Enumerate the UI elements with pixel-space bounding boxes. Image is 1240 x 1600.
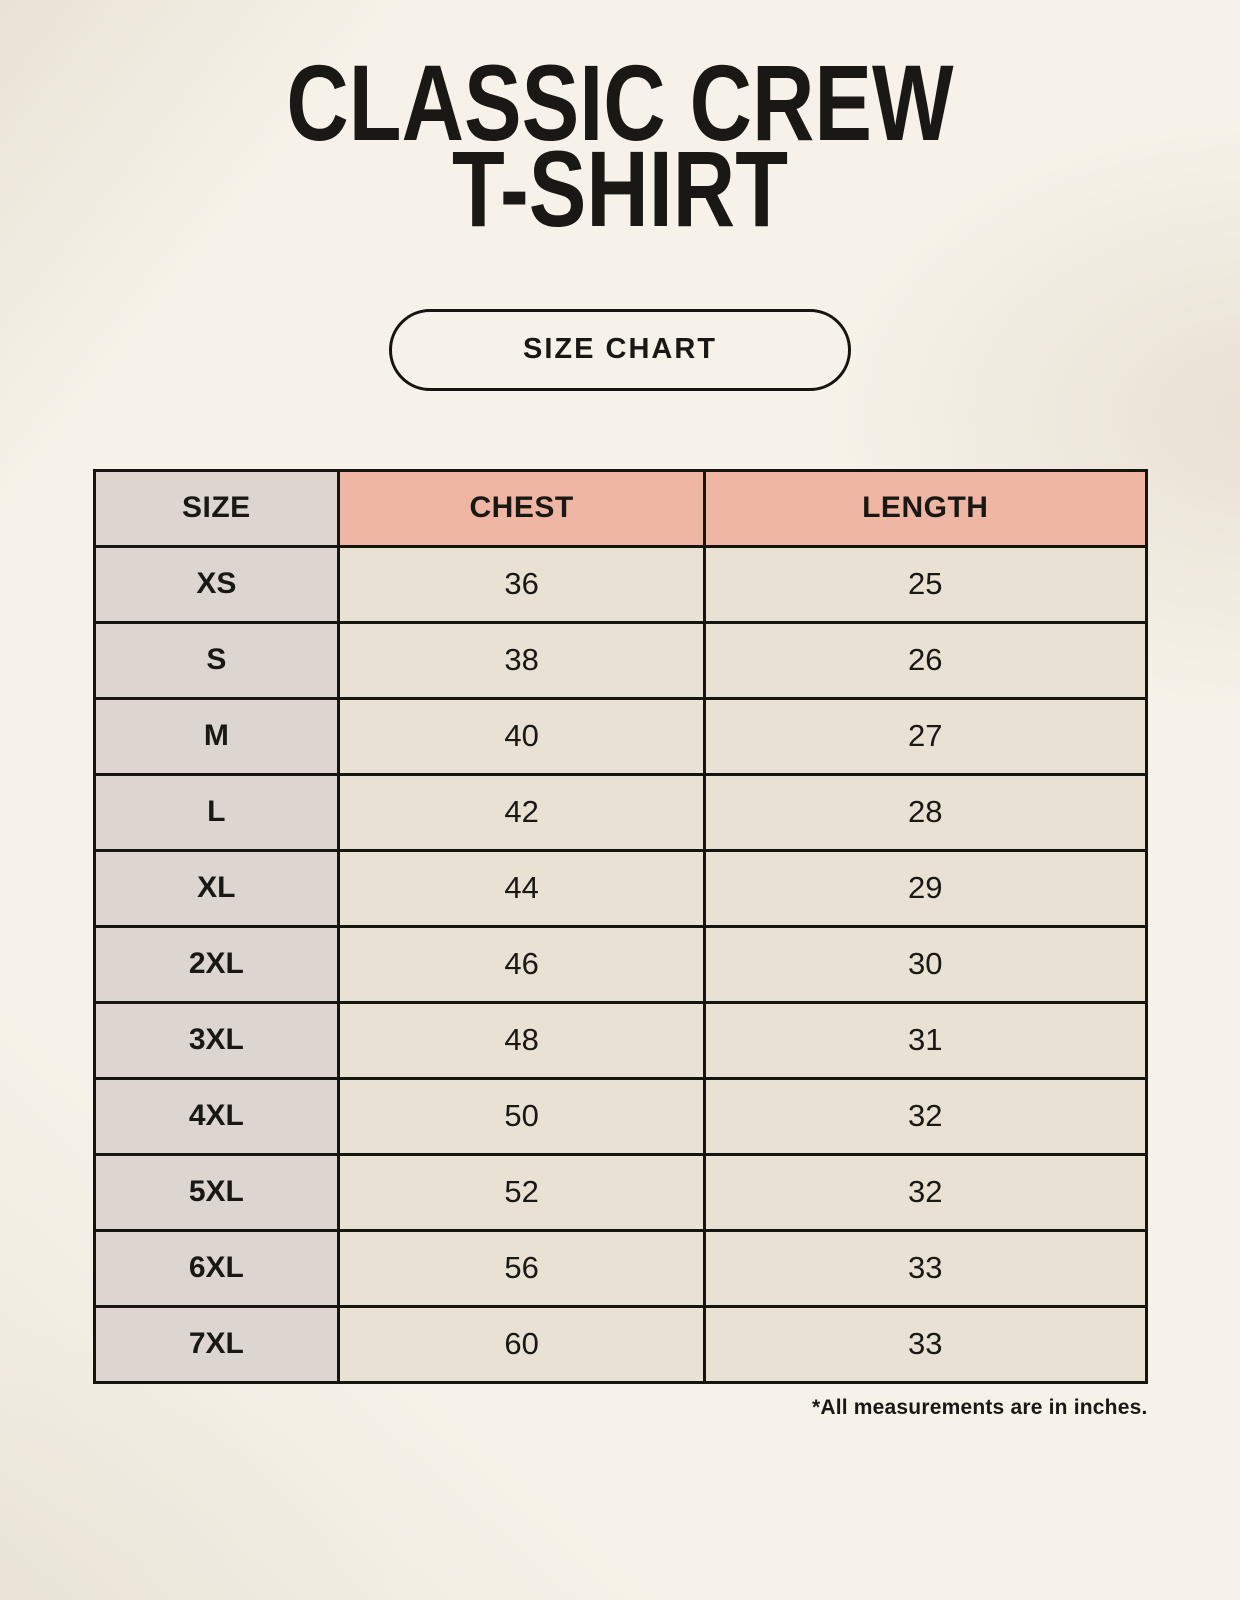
size-cell: 5XL [92, 1152, 341, 1232]
size-cell: 3XL [92, 1000, 341, 1080]
chest-cell: 50 [337, 1076, 707, 1156]
size-chart-badge-label: SIZE CHART [523, 333, 717, 366]
size-cell: XS [92, 544, 341, 624]
size-cell: 7XL [92, 1304, 341, 1384]
length-cell: 25 [703, 544, 1148, 624]
chest-cell: 52 [337, 1152, 707, 1232]
chest-cell: 38 [337, 620, 707, 700]
length-cell: 31 [703, 1000, 1148, 1080]
size-table-header: SIZE CHEST LENGTH [92, 468, 1148, 548]
size-table: SIZE CHEST LENGTH XS 36 25 S 38 26 M 40 27 L 42 28 XL 4… [92, 468, 1148, 1384]
length-cell: 28 [703, 772, 1148, 852]
table-row: 4XL 50 32 [92, 1076, 1148, 1156]
table-row: XL 44 29 [92, 848, 1148, 928]
size-cell: L [92, 772, 341, 852]
length-cell: 26 [703, 620, 1148, 700]
measurement-footnote: *All measurements are in inches. [811, 1395, 1148, 1419]
size-cell: 4XL [92, 1076, 341, 1156]
length-cell: 27 [703, 696, 1148, 776]
table-row: M 40 27 [92, 696, 1148, 776]
size-cell: 6XL [92, 1228, 341, 1308]
size-cell: XL [92, 848, 341, 928]
column-header-size: SIZE [92, 468, 341, 548]
chest-cell: 36 [337, 544, 707, 624]
page-title-line1: CLASSIC CREW [286, 42, 954, 163]
size-table-body: XS 36 25 S 38 26 M 40 27 L 42 28 XL 44 29 2XL 46 30 3XL 48 3… [92, 544, 1148, 1384]
chest-cell: 46 [337, 924, 707, 1004]
length-cell: 32 [703, 1152, 1148, 1232]
length-cell: 29 [703, 848, 1148, 928]
chest-cell: 40 [337, 696, 707, 776]
size-chart-badge: SIZE CHART [389, 308, 851, 391]
table-row: XS 36 25 [92, 544, 1148, 624]
chest-cell: 42 [337, 772, 707, 852]
table-row: 7XL 60 33 [92, 1304, 1148, 1384]
header-row: SIZE CHEST LENGTH [92, 468, 1148, 548]
column-header-length: LENGTH [703, 468, 1148, 548]
length-cell: 33 [703, 1304, 1148, 1384]
chest-cell: 60 [337, 1304, 707, 1384]
chest-cell: 48 [337, 1000, 707, 1080]
table-row: 2XL 46 30 [92, 924, 1148, 1004]
table-row: L 42 28 [92, 772, 1148, 852]
table-row: 6XL 56 33 [92, 1228, 1148, 1308]
length-cell: 33 [703, 1228, 1148, 1308]
column-header-chest: CHEST [337, 468, 707, 548]
length-cell: 32 [703, 1076, 1148, 1156]
size-cell: M [92, 696, 341, 776]
chest-cell: 44 [337, 848, 707, 928]
length-cell: 30 [703, 924, 1148, 1004]
chest-cell: 56 [337, 1228, 707, 1308]
page-title-line2: T-SHIRT [452, 128, 788, 250]
table-row: 5XL 52 32 [92, 1152, 1148, 1232]
size-cell: S [92, 620, 341, 700]
size-cell: 2XL [92, 924, 341, 1004]
table-row: 3XL 48 31 [92, 1000, 1148, 1080]
table-row: S 38 26 [92, 620, 1148, 700]
page-title: CLASSIC CREW T-SHIRT [124, 0, 1116, 250]
